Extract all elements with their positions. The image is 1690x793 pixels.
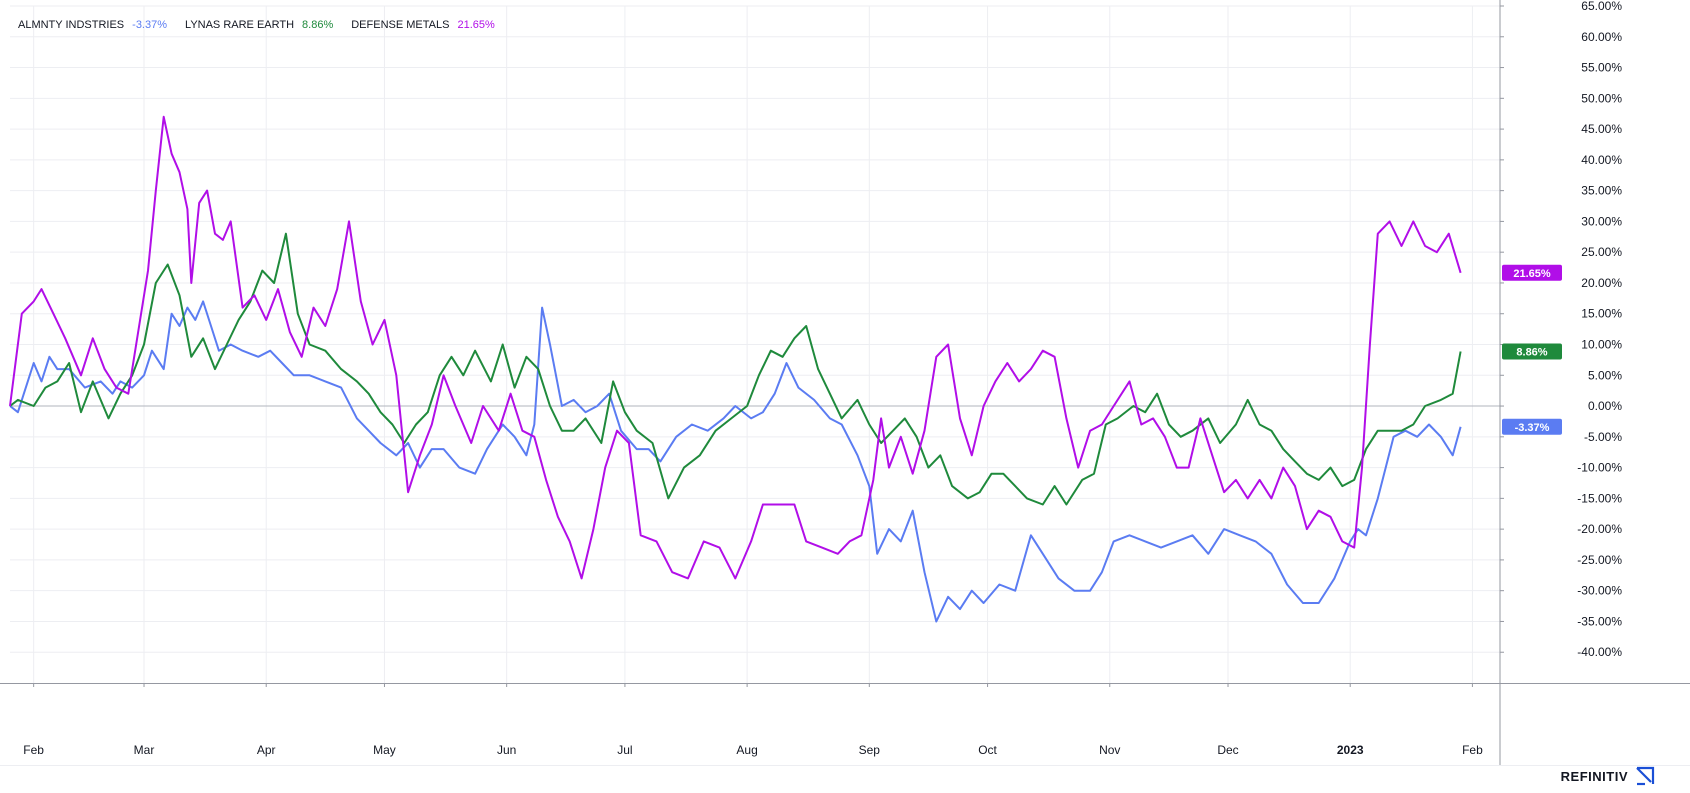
series-line-almnty-indstries [9, 300, 1462, 623]
refinitiv-logo-icon [1636, 766, 1655, 786]
y-tick-label: 20.00% [1581, 276, 1622, 290]
refinitiv-brand: REFINITIV [1561, 765, 1656, 787]
legend-name-lynas-rare-earth: LYNAS RARE EARTH [185, 19, 294, 31]
y-tick-label: 10.00% [1581, 338, 1622, 352]
y-tick-label: -15.00% [1577, 491, 1622, 505]
last-value-tags: -3.37% 8.86% 21.65% [1502, 264, 1562, 435]
legend-value-defense-metals: 21.65% [457, 19, 495, 31]
plot-frame [0, 0, 1690, 766]
y-tick-label: 5.00% [1588, 368, 1622, 382]
x-tick-label: 2023 [1337, 743, 1364, 757]
x-axis: Feb Mar Apr May Jun Jul Aug Sep Oct Nov Dec 2023 Feb [23, 683, 1483, 757]
legend-value-lynas-rare-earth: 8.86% [302, 19, 333, 31]
x-tick-label: Aug [736, 743, 757, 757]
x-tick-label: Dec [1217, 743, 1238, 757]
y-axis: 65.00% 60.00% 55.00% 50.00% 45.00% 40.00% 35.0… [1500, 0, 1622, 659]
x-tick-label: Sep [859, 743, 881, 757]
y-tick-label: 40.00% [1581, 153, 1622, 167]
last-value-tag-almnty-indstries [1502, 418, 1562, 435]
x-tick-label: Mar [134, 743, 155, 757]
last-value-tag-defense-metals [1502, 264, 1562, 281]
last-value-tag-lynas-rare-earth [1502, 343, 1562, 360]
legend-name-almnty-indstries: ALMNTY INDSTRIES [18, 19, 124, 31]
last-value-label-defense-metals: 21.65% [1513, 268, 1551, 280]
legend-name-defense-metals: DEFENSE METALS [351, 19, 449, 31]
y-tick-label: -30.00% [1577, 584, 1622, 598]
legend-value-almnty-indstries: -3.37% [132, 19, 167, 31]
series-line-lynas-rare-earth [9, 232, 1462, 506]
x-tick-label: Jul [617, 743, 632, 757]
series-lines [9, 115, 1462, 623]
y-tick-label: 15.00% [1581, 307, 1622, 321]
x-tick-label: May [373, 743, 396, 757]
y-tick-label: -10.00% [1577, 461, 1622, 475]
y-tick-label: -5.00% [1584, 430, 1622, 444]
last-value-label-almnty-indstries: -3.37% [1515, 422, 1550, 434]
x-tick-label: Nov [1099, 743, 1120, 757]
x-tick-label: Jun [497, 743, 516, 757]
y-tick-label: 60.00% [1581, 30, 1622, 44]
y-tick-label: 65.00% [1581, 0, 1622, 13]
x-tick-label: Apr [257, 743, 276, 757]
x-tick-label: Feb [1462, 743, 1483, 757]
x-tick-label: Oct [978, 743, 997, 757]
y-tick-label: 55.00% [1581, 61, 1622, 75]
series-line-defense-metals [9, 115, 1462, 580]
y-tick-label: 35.00% [1581, 184, 1622, 198]
y-tick-label: 50.00% [1581, 91, 1622, 105]
gridlines [10, 5, 1500, 683]
y-tick-label: 30.00% [1581, 214, 1622, 228]
legend: ALMNTY INDSTRIES -3.37% LYNAS RARE EARTH 8.… [18, 19, 495, 31]
brand-name: REFINITIV [1560, 768, 1628, 784]
y-tick-label: 0.00% [1588, 399, 1622, 413]
y-tick-label: -25.00% [1577, 553, 1622, 567]
last-value-label-lynas-rare-earth: 8.86% [1516, 347, 1547, 359]
y-tick-label: 45.00% [1581, 122, 1622, 136]
y-tick-label: -20.00% [1577, 522, 1622, 536]
x-tick-label: Feb [23, 743, 44, 757]
y-tick-label: 25.00% [1581, 245, 1622, 259]
y-tick-label: -40.00% [1577, 645, 1622, 659]
y-tick-label: -35.00% [1577, 614, 1622, 628]
